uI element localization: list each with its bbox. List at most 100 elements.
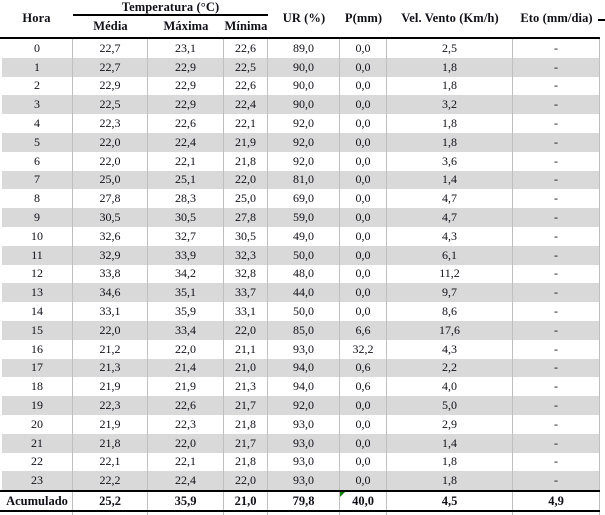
value-cell: 0,0 [340, 414, 387, 434]
value-cell: 59,0 [268, 208, 340, 227]
value-cell: 22,6 [224, 39, 268, 58]
value-cell: 22,4 [148, 471, 224, 491]
value-cell: 25,0 [73, 170, 148, 190]
value-cell: 22,4 [224, 95, 268, 115]
value-cell: - [513, 264, 600, 284]
value-cell: 92,0 [268, 114, 340, 133]
value-cell: 1,4 [387, 433, 513, 453]
value-cell: 90,0 [268, 57, 340, 77]
value-cell: 21,1 [224, 339, 268, 359]
value-cell: 34,6 [73, 283, 148, 303]
value-cell: 1,8 [387, 114, 513, 133]
hour-cell: 13 [2, 283, 73, 303]
value-cell: 49,0 [268, 226, 340, 246]
value-cell: 33,7 [224, 283, 268, 303]
value-cell: - [513, 452, 600, 472]
value-cell: 22,9 [148, 76, 224, 96]
value-cell: 4,7 [387, 189, 513, 209]
value-cell: 27,8 [224, 208, 268, 227]
value-cell: - [513, 114, 600, 133]
value-cell: 21,3 [224, 377, 268, 397]
value-cell: 32,3 [224, 245, 268, 265]
value-cell: 22,7 [73, 57, 148, 77]
table-row-hour-9: 9 30,5 30,5 27,8 59,0 0,0 4,7- [0, 208, 600, 227]
value-cell: - [513, 170, 600, 190]
value-cell: 0,0 [340, 76, 387, 96]
value-cell: 0,6 [340, 358, 387, 378]
value-cell: 93,0 [268, 471, 340, 491]
hour-cell: 14 [2, 302, 73, 321]
value-cell: 21,8 [224, 452, 268, 472]
hour-cell: 5 [2, 132, 73, 152]
value-cell: 34,2 [148, 264, 224, 284]
cell-error-indicator-icon [340, 492, 345, 498]
table-header: Hora Temperatura (°C) Média Máxima Mínim… [0, 0, 600, 37]
value-cell: 0,0 [340, 283, 387, 303]
hour-cell: 1 [2, 57, 73, 77]
acumulado-p-value: 40,0 [352, 493, 374, 508]
acumulado-maxima: 35,9 [148, 492, 224, 511]
value-cell: 21,9 [224, 132, 268, 152]
value-cell: 50,0 [268, 245, 340, 265]
value-cell: 94,0 [268, 377, 340, 397]
value-cell: 33,9 [148, 245, 224, 265]
table-row-hour-8: 8 27,8 28,3 25,0 69,0 0,0 4,7- [0, 189, 600, 209]
value-cell: 0,0 [340, 302, 387, 321]
value-cell: - [513, 471, 600, 491]
table-row-hour-11: 11 32,9 33,9 32,3 50,0 0,0 6,1- [0, 245, 600, 265]
value-cell: - [513, 39, 600, 58]
hour-cell: 10 [2, 226, 73, 246]
value-cell: 2,5 [387, 39, 513, 58]
header-minima: Mínima [224, 18, 268, 33]
hour-cell: 16 [2, 339, 73, 359]
value-cell: 0,0 [340, 208, 387, 227]
value-cell: 27,8 [73, 189, 148, 209]
table-row-hour-1: 1 22,7 22,9 22,5 90,0 0,0 1,8- [0, 57, 600, 77]
table-row-hour-23: 23 22,2 22,4 22,0 93,0 0,0 1,8- [0, 471, 600, 491]
value-cell: 0,0 [340, 433, 387, 453]
header-ur: UR (%) [282, 11, 326, 25]
value-cell: 92,0 [268, 132, 340, 152]
value-cell: - [513, 226, 600, 246]
value-cell: 25,0 [224, 189, 268, 209]
header-temperatura-group: Temperatura (°C) [121, 0, 220, 14]
value-cell: 1,8 [387, 57, 513, 77]
value-cell: 21,0 [224, 358, 268, 378]
value-cell: 9,7 [387, 283, 513, 303]
value-cell: 81,0 [268, 170, 340, 190]
value-cell: - [513, 76, 600, 96]
value-cell: - [513, 283, 600, 303]
hour-cell: 7 [2, 170, 73, 190]
value-cell: 21,9 [148, 377, 224, 397]
value-cell: 1,8 [387, 452, 513, 472]
hour-cell: 11 [2, 245, 73, 265]
value-cell: 2,2 [387, 358, 513, 378]
acumulado-label: Acumulado [2, 492, 73, 511]
table-row-hour-18: 18 21,9 21,9 21,3 94,0 0,6 4,0- [0, 377, 600, 397]
acumulado-minima: 21,0 [224, 492, 268, 511]
acumulado-ur: 79,8 [268, 492, 340, 511]
value-cell: 22,6 [148, 396, 224, 415]
value-cell: 4,0 [387, 377, 513, 397]
value-cell: - [513, 302, 600, 321]
value-cell: 1,8 [387, 471, 513, 491]
value-cell: 4,3 [387, 226, 513, 246]
value-cell: - [513, 339, 600, 359]
value-cell: 3,6 [387, 151, 513, 171]
value-cell: 21,2 [73, 339, 148, 359]
value-cell: 33,4 [148, 320, 224, 340]
value-cell: 22,9 [148, 57, 224, 77]
value-cell: 2,9 [387, 414, 513, 434]
hour-cell: 22 [2, 452, 73, 472]
header-maxima: Máxima [163, 18, 209, 33]
hour-cell: 23 [2, 471, 73, 491]
value-cell: 5,0 [387, 396, 513, 415]
value-cell: 32,8 [224, 264, 268, 284]
value-cell: - [513, 433, 600, 453]
hour-cell: 2 [2, 76, 73, 96]
footer-top-divider [0, 490, 600, 493]
header-eto: Eto (mm/dia) [520, 11, 593, 25]
value-cell: 0,0 [340, 170, 387, 190]
value-cell: 0,6 [340, 377, 387, 397]
